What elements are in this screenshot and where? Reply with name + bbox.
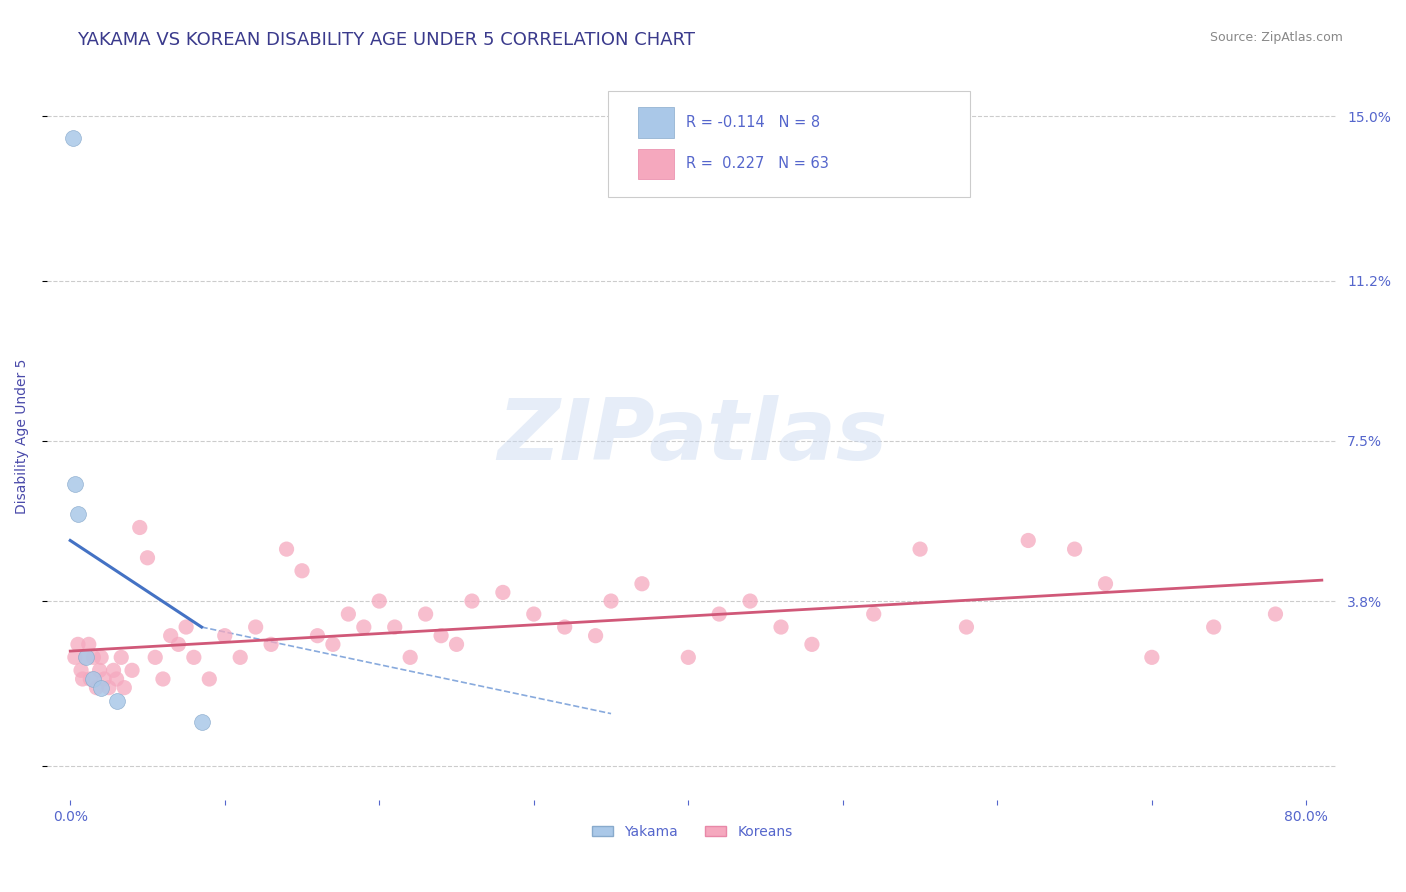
Text: ZIPatlas: ZIPatlas [498,395,887,478]
Point [631,576,654,591]
Point [322,637,344,651]
Point [159,629,181,643]
Point [190,715,212,730]
Point [461,594,484,608]
Point [1063,542,1085,557]
Point [260,637,283,651]
Point [800,637,823,651]
Point [908,542,931,557]
Point [62,131,84,145]
Point [183,650,205,665]
Point [143,650,166,665]
Point [90,681,112,695]
Point [79,672,101,686]
Point [446,637,468,651]
Point [1202,620,1225,634]
Text: R =  0.227   N = 63: R = 0.227 N = 63 [686,156,828,171]
Point [245,620,267,634]
Point [110,650,132,665]
Point [1017,533,1039,548]
Legend: Yakama, Koreans: Yakama, Koreans [586,819,799,844]
Point [86,681,108,695]
Point [66,637,89,651]
Point [399,650,422,665]
Point [63,650,86,665]
Point [93,672,115,686]
Point [174,620,197,634]
Point [1264,607,1286,621]
Point [1094,576,1116,591]
Point [709,607,731,621]
Point [955,620,977,634]
Point [75,650,97,665]
FancyBboxPatch shape [609,91,970,196]
Point [368,594,391,608]
Point [152,672,174,686]
Point [600,594,623,608]
Point [769,620,792,634]
Point [862,607,884,621]
Point [167,637,190,651]
Point [112,681,135,695]
Point [678,650,700,665]
Point [353,620,375,634]
Point [103,663,125,677]
Text: R = -0.114   N = 8: R = -0.114 N = 8 [686,115,820,130]
Y-axis label: Disability Age Under 5: Disability Age Under 5 [15,359,30,515]
Point [66,508,89,522]
Point [384,620,406,634]
Point [554,620,576,634]
Point [415,607,437,621]
Point [97,681,120,695]
Point [89,663,111,677]
Point [585,629,607,643]
Point [82,672,104,686]
Point [276,542,298,557]
Point [492,585,515,599]
Point [740,594,762,608]
FancyBboxPatch shape [638,149,673,179]
Point [105,693,128,707]
Point [75,650,97,665]
Point [214,629,236,643]
Point [337,607,360,621]
Point [105,672,128,686]
Text: Source: ZipAtlas.com: Source: ZipAtlas.com [1209,31,1343,45]
Point [229,650,252,665]
Point [121,663,143,677]
Point [430,629,453,643]
Point [523,607,546,621]
Point [307,629,329,643]
Point [70,663,93,677]
Point [72,672,94,686]
Point [77,637,100,651]
Point [82,650,104,665]
Point [1140,650,1163,665]
FancyBboxPatch shape [638,107,673,137]
Point [128,520,150,534]
Point [198,672,221,686]
Point [291,564,314,578]
Text: YAKAMA VS KOREAN DISABILITY AGE UNDER 5 CORRELATION CHART: YAKAMA VS KOREAN DISABILITY AGE UNDER 5 … [77,31,696,49]
Point [90,650,112,665]
Point [63,477,86,491]
Point [136,550,159,565]
